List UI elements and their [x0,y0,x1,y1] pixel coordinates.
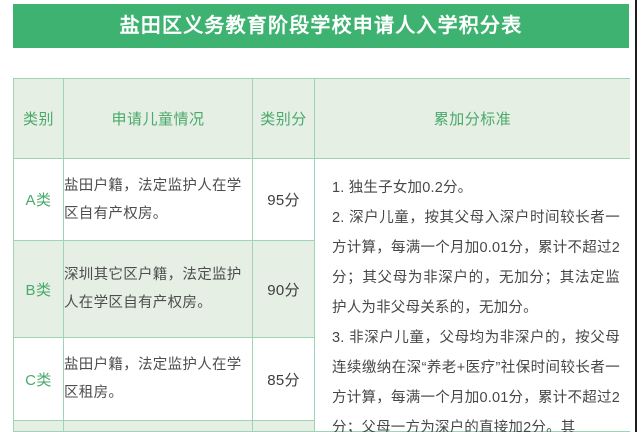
column-header-cumulative-standard: 累加分标准 [314,78,631,159]
row-category-next [13,420,64,432]
row-category-c: C类 [13,337,64,421]
row-score-b: 90分 [252,240,315,338]
column-header-situation: 申请儿童情况 [63,78,253,159]
column-header-category: 类别 [13,78,64,159]
page-title: 盐田区义务教育阶段学校申请人入学积分表 [119,15,523,37]
rule-item-3: 3. 非深户儿童，父母均为非深户的，按父母连续缴纳在深“养老+医疗”社保时间较长… [332,330,620,432]
screenshot-right-edge [635,0,637,432]
row-situation-b: 深圳其它区户籍，法定监护人在学区自有产权房。 [63,240,253,338]
row-situation-next [63,420,253,432]
cumulative-rules-text: 1. 独生子女加0.2分。 2. 深户儿童，按其父母入深户时间较长者一方计算，每… [332,173,620,432]
row-score-c: 85分 [252,337,315,421]
admission-score-table: 类别 申请儿童情况 类别分 累加分标准 A类 盐田户籍，法定监护人在学区自有产权… [13,78,631,432]
column-header-category-score: 类别分 [252,78,315,159]
row-score-a: 95分 [252,158,315,241]
row-score-next [252,420,315,432]
table-row: B类 深圳其它区户籍，法定监护人在学区自有产权房。 90分 [13,240,631,338]
table-row: A类 盐田户籍，法定监护人在学区自有产权房。 95分 1. 独生子女加0.2分。… [13,158,631,432]
table-row-partial [13,420,631,432]
table-header-row: 类别 申请儿童情况 类别分 累加分标准 [13,78,631,159]
rule-item-1: 1. 独生子女加0.2分。 [332,180,473,196]
page-title-banner: 盐田区义务教育阶段学校申请人入学积分表 [13,4,629,48]
cumulative-rules-cell: 1. 独生子女加0.2分。 2. 深户儿童，按其父母入深户时间较长者一方计算，每… [314,158,631,432]
page-right-margin [630,0,635,432]
rule-item-2: 2. 深户儿童，按其父母入深户时间较长者一方计算，每满一个月加0.01分，累计不… [332,210,620,316]
row-category-b: B类 [13,240,64,338]
row-situation-c: 盐田户籍，法定监护人在学区租房。 [63,337,253,421]
table-row: C类 盐田户籍，法定监护人在学区租房。 85分 [13,337,631,421]
row-category-a: A类 [13,158,64,241]
row-situation-a: 盐田户籍，法定监护人在学区自有产权房。 [63,158,253,241]
